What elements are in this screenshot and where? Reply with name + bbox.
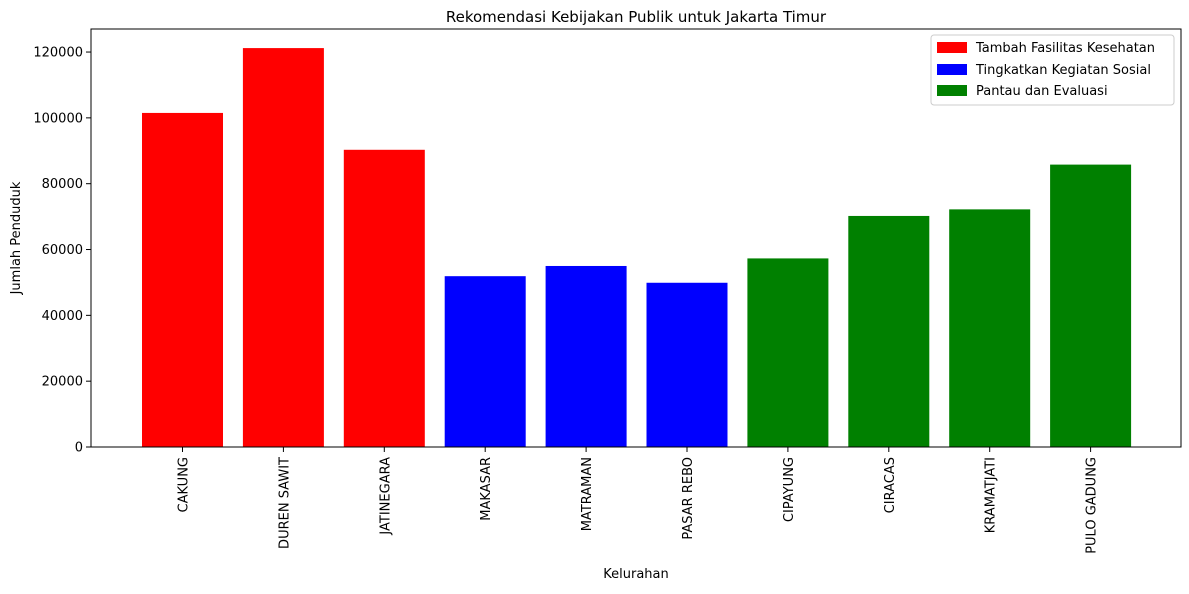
legend-label-1: Tingkatkan Kegiatan Sosial — [975, 63, 1151, 78]
y-tick-label: 100000 — [33, 111, 83, 126]
bar-cakung — [142, 112, 223, 447]
y-tick-label: 20000 — [42, 375, 83, 390]
x-tick-label: PASAR REBO — [681, 457, 696, 540]
x-tick-label: CIRACAS — [883, 457, 898, 513]
bar-duren-sawit — [242, 48, 324, 448]
legend-label-0: Tambah Fasilitas Kesehatan — [975, 41, 1155, 56]
bar-jatinegara — [343, 149, 425, 448]
chart-title: Rekomendasi Kebijakan Publik untuk Jakar… — [446, 8, 827, 26]
x-tick-label: CIPAYUNG — [782, 457, 797, 522]
x-tick-label: DUREN SAWIT — [277, 457, 292, 549]
y-tick-label: 120000 — [33, 46, 83, 61]
bar-cipayung — [747, 258, 829, 447]
bar-makasar — [444, 276, 526, 447]
x-tick-label: KRAMATJATI — [984, 457, 999, 533]
y-tick-label: 0 — [75, 441, 83, 456]
bar-pasar-rebo — [646, 282, 728, 447]
plot-frame — [90, 28, 1182, 448]
x-tick-label: MATRAMAN — [580, 457, 595, 531]
bar-pulo-gadung — [1050, 164, 1132, 447]
legend: Tambah Fasilitas Kesehatan Tingkatkan Ke… — [930, 34, 1175, 106]
x-tick-label: CAKUNG — [177, 457, 192, 512]
x-tick-label: MAKASAR — [479, 457, 494, 521]
x-tick-label: PULO GADUNG — [1085, 457, 1100, 554]
x-tick-label: JATINEGARA — [378, 457, 393, 536]
y-tick-label: 60000 — [42, 243, 83, 258]
bars-group — [142, 48, 1132, 448]
bar-kramatjati — [949, 209, 1031, 447]
y-axis-ticks: 0 20000 40000 60000 80000 100000 120000 — [33, 46, 91, 456]
x-axis-label: Kelurahan — [603, 567, 668, 582]
bar-matraman — [545, 265, 627, 447]
y-axis-label: Jumlah Penduduk — [9, 181, 24, 295]
x-axis-ticks: CAKUNG DUREN SAWIT JATINEGARA MAKASAR MATRAM… — [177, 447, 1100, 554]
legend-frame — [930, 34, 1175, 106]
y-tick-label: 80000 — [42, 177, 83, 192]
legend-swatch-0 — [937, 42, 967, 53]
bar-ciracas — [848, 215, 930, 447]
legend-swatch-1 — [937, 64, 967, 75]
legend-label-2: Pantau dan Evaluasi — [976, 84, 1108, 99]
y-tick-label: 40000 — [42, 309, 83, 324]
legend-swatch-2 — [937, 85, 967, 96]
